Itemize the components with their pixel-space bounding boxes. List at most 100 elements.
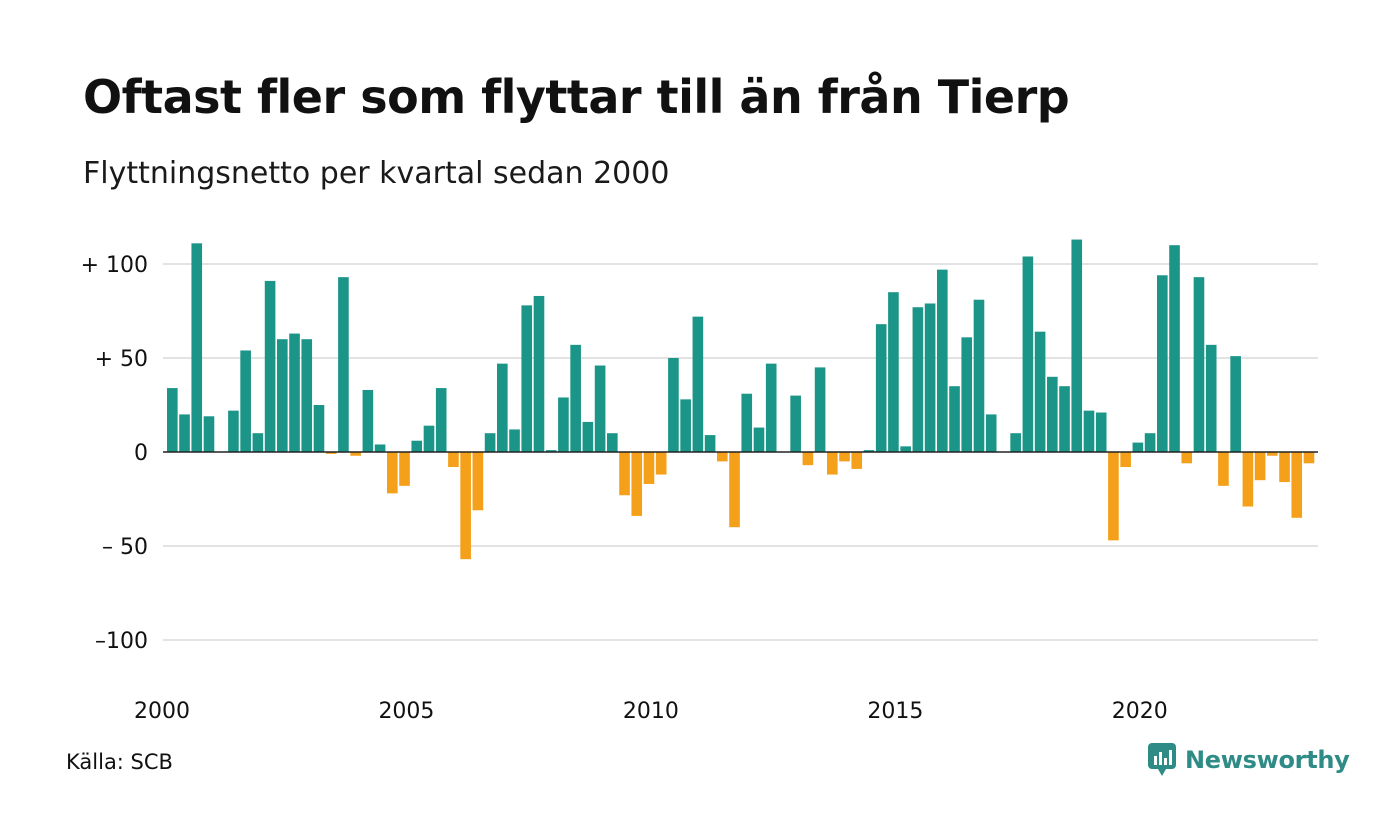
- bar: [533, 295, 545, 452]
- bar: [924, 303, 936, 452]
- bar: [179, 414, 190, 452]
- y-tick-label: 0: [134, 441, 148, 466]
- chart-title: Oftast fler som flyttar till än från Tie…: [83, 70, 1070, 124]
- bar: [448, 452, 459, 468]
- bar: [594, 365, 606, 452]
- bar: [1254, 452, 1266, 481]
- bar: [228, 410, 239, 452]
- bar: [668, 358, 679, 452]
- bar: [741, 393, 753, 452]
- newsworthy-logo-icon: [1148, 743, 1176, 776]
- bar: [1193, 277, 1205, 452]
- bar: [570, 344, 581, 452]
- x-tick-label: 2000: [134, 699, 190, 724]
- bar: [607, 433, 618, 452]
- source-note: Källa: SCB: [66, 750, 173, 774]
- bar: [937, 269, 948, 452]
- bar: [558, 397, 569, 452]
- bar: [765, 363, 777, 452]
- bar: [362, 389, 374, 452]
- bar: [961, 337, 973, 452]
- bar: [289, 333, 300, 452]
- bar: [1169, 245, 1180, 452]
- y-axis: + 100 + 50 0 – 50 –100: [81, 253, 148, 654]
- bar: [325, 452, 337, 454]
- bar: [301, 339, 313, 452]
- bar: [839, 452, 850, 462]
- y-tick-label: + 50: [95, 347, 148, 372]
- bar: [704, 435, 716, 452]
- bar: [643, 452, 655, 484]
- bar: [729, 452, 740, 528]
- bar: [1022, 256, 1034, 452]
- bar: [631, 452, 643, 516]
- bar: [460, 452, 471, 560]
- bar: [338, 277, 349, 452]
- bar: [1108, 452, 1119, 541]
- bar: [949, 386, 960, 452]
- bar: [1047, 376, 1058, 452]
- bar: [374, 444, 386, 452]
- y-tick-label: – 50: [102, 535, 148, 560]
- gridlines: [163, 263, 1318, 641]
- bar: [802, 452, 814, 466]
- bar: [1059, 386, 1070, 452]
- bars: [167, 239, 1315, 560]
- bar: [1034, 331, 1046, 452]
- bar: [521, 305, 533, 452]
- bar: [1095, 412, 1107, 452]
- bar: [985, 414, 997, 452]
- bar: [203, 416, 215, 452]
- bar: [655, 452, 667, 475]
- brand-name: Newsworthy: [1185, 746, 1350, 774]
- bar: [912, 307, 924, 452]
- bar: [484, 433, 496, 452]
- x-tick-label: 2015: [867, 699, 923, 724]
- bar: [680, 399, 691, 452]
- x-tick-label: 2010: [623, 699, 679, 724]
- bar: [790, 395, 801, 452]
- bar: [1303, 452, 1315, 464]
- bar: [1144, 433, 1156, 452]
- bar: [423, 425, 435, 452]
- bar: [827, 452, 838, 475]
- bar: [387, 452, 398, 494]
- bar: [900, 446, 911, 452]
- bar: [277, 339, 288, 452]
- bar: [252, 433, 264, 452]
- bar: [1083, 410, 1095, 452]
- bar: [1291, 452, 1303, 518]
- bar: [472, 452, 484, 511]
- bar: [814, 367, 826, 452]
- brand-logo[interactable]: Newsworthy: [1147, 742, 1350, 778]
- bar: [240, 350, 251, 452]
- x-tick-label: 2005: [378, 699, 434, 724]
- bar: [1157, 275, 1168, 452]
- bar: [1205, 344, 1217, 452]
- y-tick-label: + 100: [81, 253, 148, 278]
- bar: [1010, 433, 1021, 452]
- bar: [350, 452, 361, 456]
- bar: [1242, 452, 1254, 507]
- bar: [582, 421, 594, 452]
- bar: [973, 299, 985, 452]
- bar: [435, 388, 447, 452]
- bar: [1132, 442, 1144, 452]
- bar: [191, 243, 203, 452]
- bar: [509, 429, 520, 452]
- bar: [875, 324, 887, 452]
- bar: [1071, 239, 1083, 452]
- bar: [1267, 452, 1278, 456]
- y-tick-label: –100: [95, 629, 148, 654]
- chart-subtitle: Flyttningsnetto per kvartal sedan 2000: [83, 156, 670, 191]
- bar: [1181, 452, 1193, 464]
- bar: [497, 363, 508, 452]
- bar: [1230, 356, 1241, 452]
- bar: [863, 450, 875, 452]
- x-tick-label: 2020: [1112, 699, 1168, 724]
- bar: [545, 450, 557, 452]
- bar: [1279, 452, 1290, 483]
- bar: [888, 292, 899, 452]
- x-axis: 2000 2005 2010 2015 2020: [134, 699, 1168, 724]
